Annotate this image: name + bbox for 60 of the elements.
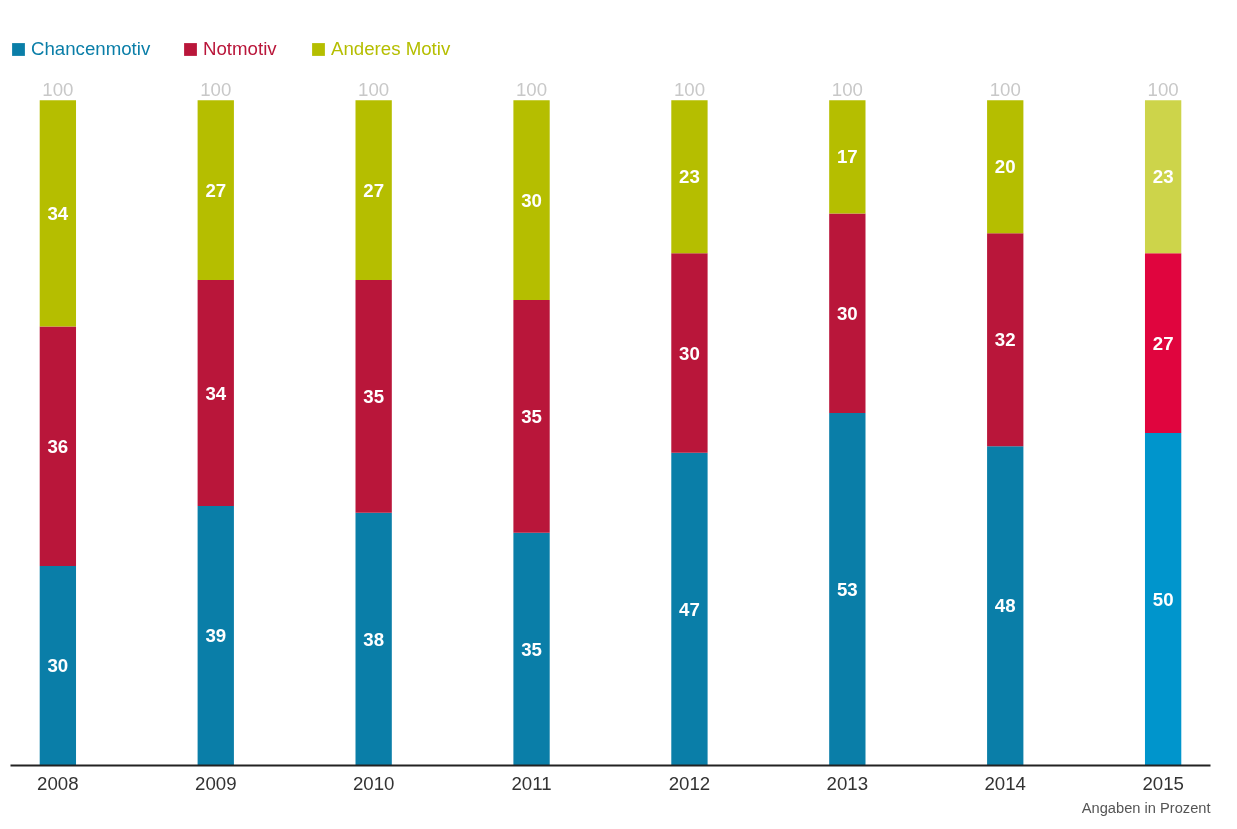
bar: [1144, 100, 1182, 254]
bar: [197, 279, 234, 507]
data-label: 30: [836, 302, 858, 324]
data-label: 20: [994, 156, 1016, 178]
bar: [39, 565, 77, 766]
x-tick-label: 2013: [826, 772, 869, 794]
bar: [829, 213, 866, 413]
bar: [987, 446, 1024, 766]
data-label: 50: [1152, 588, 1174, 610]
data-label: 39: [205, 625, 227, 647]
data-label: 34: [47, 202, 69, 224]
bar: [671, 452, 708, 766]
bar: [1144, 253, 1182, 433]
bar: [355, 512, 392, 766]
data-label: 53: [836, 578, 858, 600]
bar: [829, 412, 866, 766]
data-label: 35: [521, 638, 542, 660]
legend-label: Chancenmotiv: [31, 38, 151, 60]
bar: [355, 100, 392, 280]
legend-label: Anderes Motiv: [331, 38, 451, 60]
data-label: 34: [205, 382, 227, 404]
data-label: 35: [521, 405, 542, 427]
data-label: 47: [679, 598, 700, 620]
data-label: 32: [994, 329, 1016, 351]
x-tick-label: 2010: [352, 772, 395, 794]
bar: [197, 100, 234, 280]
data-label: 27: [205, 179, 227, 201]
data-label: 27: [363, 179, 385, 201]
x-tick-label: 2015: [1142, 772, 1184, 794]
data-label: 30: [679, 342, 700, 364]
bar: [671, 253, 708, 453]
data-label: 23: [1152, 166, 1174, 188]
bar: [987, 233, 1024, 447]
bar: [987, 100, 1024, 234]
bar: [829, 100, 866, 214]
x-tick-label: 2011: [511, 772, 552, 794]
x-tick-label: 2009: [195, 772, 237, 794]
bar: [355, 279, 392, 513]
data-label: 23: [679, 166, 700, 188]
x-tick-label: 2014: [984, 772, 1026, 794]
data-label: 30: [521, 189, 542, 211]
data-label: 38: [363, 628, 385, 650]
data-label: 36: [47, 435, 69, 457]
bar: [671, 100, 708, 254]
legend-label: Notmotiv: [203, 38, 277, 60]
bar: [39, 100, 77, 327]
data-label: 27: [1152, 332, 1174, 354]
x-tick-label: 2008: [37, 772, 79, 794]
bar: [513, 100, 550, 300]
bar: [513, 532, 550, 766]
text: Angaben in Prozent: [1081, 799, 1211, 816]
x-tick-label: 2012: [668, 772, 711, 794]
data-label: 35: [363, 385, 385, 407]
data-label: 17: [836, 146, 858, 168]
bar: [197, 506, 234, 766]
bar: [39, 326, 77, 566]
data-label: 30: [47, 655, 69, 677]
data-label: 48: [994, 595, 1016, 617]
bar: [513, 299, 550, 533]
bar: [1144, 432, 1182, 766]
